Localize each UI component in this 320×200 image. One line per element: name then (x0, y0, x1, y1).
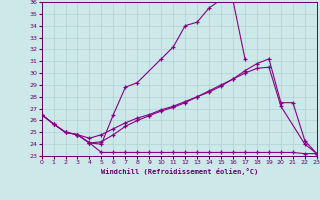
X-axis label: Windchill (Refroidissement éolien,°C): Windchill (Refroidissement éolien,°C) (100, 168, 258, 175)
